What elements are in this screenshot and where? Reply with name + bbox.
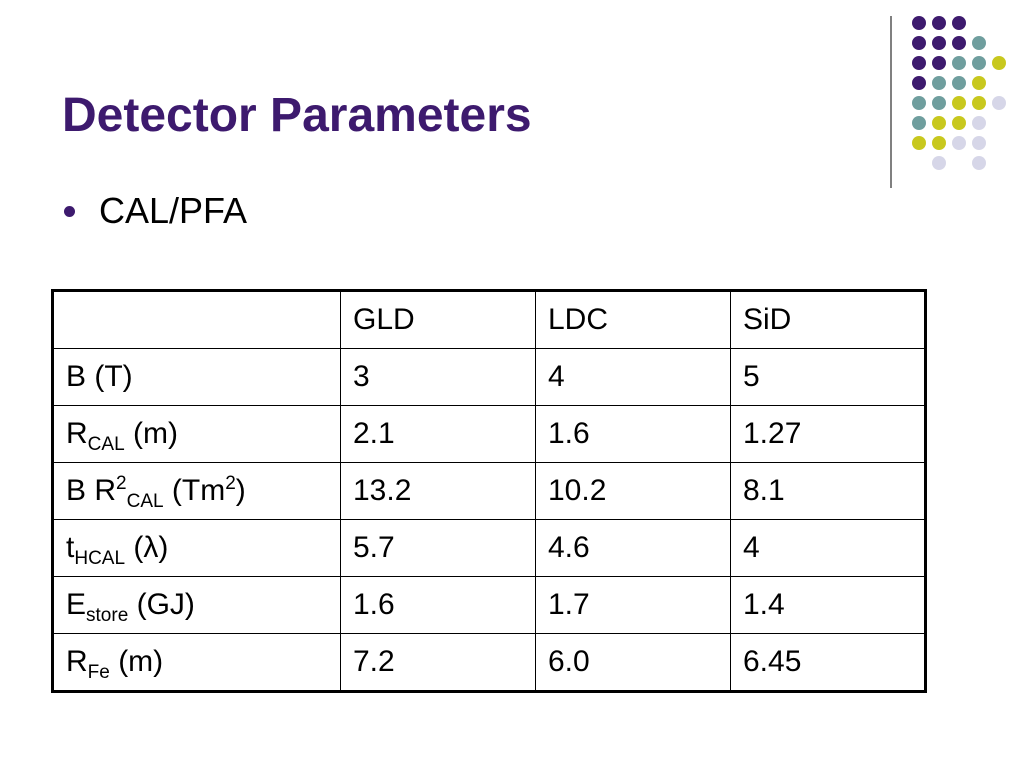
decorative-dot: [972, 36, 986, 50]
decorative-dot: [952, 136, 966, 150]
table-cell: 2.1: [340, 405, 536, 463]
decorative-dot: [932, 36, 946, 50]
table-cell: 1.6: [340, 576, 536, 634]
row-label: B (T): [52, 348, 341, 406]
decorative-divider: [890, 16, 892, 188]
table-cell: 5.7: [340, 519, 536, 577]
decorative-dot: [952, 116, 966, 130]
slide-title: Detector Parameters: [62, 89, 532, 142]
table-cell: 4: [730, 519, 926, 577]
decorative-dot: [932, 16, 946, 30]
bullet-item: CAL/PFA: [64, 190, 247, 232]
row-label: RCAL (m): [52, 405, 341, 463]
table-row: RCAL (m) 2.1 1.6 1.27: [52, 405, 926, 463]
table-row: tHCAL (λ) 5.7 4.6 4: [52, 519, 926, 577]
table-header-row: GLD LDC SiD: [52, 290, 926, 349]
table-cell: 3: [340, 348, 536, 406]
table-row: Estore (GJ) 1.6 1.7 1.4: [52, 576, 926, 634]
table-cell: 4.6: [535, 519, 731, 577]
row-label: B R2CAL (Tm2): [52, 462, 341, 520]
table-header-cell: SiD: [730, 290, 926, 349]
table-cell: 7.2: [340, 633, 536, 692]
decorative-dot: [972, 76, 986, 90]
decorative-dot: [912, 136, 926, 150]
row-label: tHCAL (λ): [52, 519, 341, 577]
decorative-dot: [932, 96, 946, 110]
table-cell: 6.45: [730, 633, 926, 692]
table-cell: 1.4: [730, 576, 926, 634]
decorative-dot: [932, 136, 946, 150]
table-header-cell: [52, 290, 341, 349]
decorative-dot: [992, 56, 1006, 70]
table-cell: 13.2: [340, 462, 536, 520]
decorative-dot: [932, 56, 946, 70]
decorative-dot: [912, 76, 926, 90]
decorative-dot: [912, 56, 926, 70]
table-cell: 1.27: [730, 405, 926, 463]
table-cell: 8.1: [730, 462, 926, 520]
bullet-text: CAL/PFA: [99, 190, 248, 231]
decorative-dot: [912, 116, 926, 130]
decorative-dot: [912, 16, 926, 30]
table-cell: 1.7: [535, 576, 731, 634]
table-cell: 10.2: [535, 462, 731, 520]
decorative-dot: [952, 96, 966, 110]
decorative-dot-grid: [0, 0, 1024, 200]
decorative-dot: [952, 16, 966, 30]
table-row: RFe (m) 7.2 6.0 6.45: [52, 633, 926, 692]
table-header-cell: LDC: [535, 290, 731, 349]
decorative-dot: [952, 56, 966, 70]
row-label: RFe (m): [52, 633, 341, 692]
decorative-dot: [972, 96, 986, 110]
table-cell: 4: [535, 348, 731, 406]
decorative-dot: [992, 96, 1006, 110]
decorative-dot: [972, 156, 986, 170]
table-cell: 5: [730, 348, 926, 406]
table-cell: 1.6: [535, 405, 731, 463]
decorative-dot: [912, 36, 926, 50]
table-row: B R2CAL (Tm2) 13.2 10.2 8.1: [52, 462, 926, 520]
decorative-dot: [972, 116, 986, 130]
decorative-dot: [932, 76, 946, 90]
table-header-cell: GLD: [340, 290, 536, 349]
decorative-dot: [932, 156, 946, 170]
decorative-dot: [932, 116, 946, 130]
decorative-dot: [912, 96, 926, 110]
bullet-dot-icon: [64, 205, 75, 217]
detector-parameters-table: GLD LDC SiD B (T) 3 4 5 RCAL (m) 2.1 1.6…: [51, 289, 927, 693]
table-cell: 6.0: [535, 633, 731, 692]
row-label: Estore (GJ): [52, 576, 341, 634]
decorative-dot: [972, 136, 986, 150]
table-row: B (T) 3 4 5: [52, 348, 926, 406]
decorative-dot: [952, 36, 966, 50]
decorative-dot: [972, 56, 986, 70]
decorative-dot: [952, 76, 966, 90]
